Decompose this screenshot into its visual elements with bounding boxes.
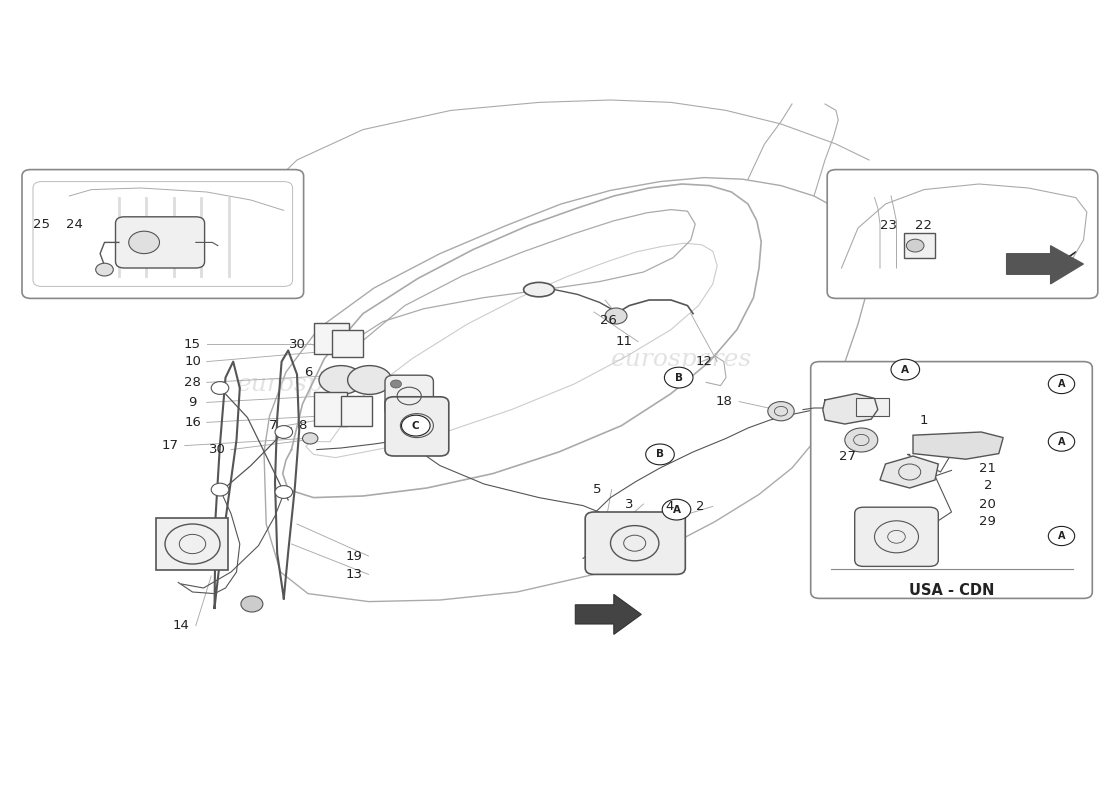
Text: eurospares: eurospares xyxy=(238,373,378,395)
Text: 23: 23 xyxy=(880,219,898,232)
Text: 20: 20 xyxy=(979,498,997,510)
Text: 12: 12 xyxy=(695,355,713,368)
Text: 28: 28 xyxy=(184,376,201,389)
Polygon shape xyxy=(1006,246,1084,284)
Ellipse shape xyxy=(319,366,363,394)
Text: A: A xyxy=(1058,531,1065,541)
Circle shape xyxy=(390,380,402,388)
Bar xyxy=(341,396,372,426)
Text: A: A xyxy=(901,365,910,374)
Text: 17: 17 xyxy=(162,439,179,452)
FancyBboxPatch shape xyxy=(585,512,685,574)
Text: 9: 9 xyxy=(188,396,197,409)
Bar xyxy=(332,330,363,357)
Text: 15: 15 xyxy=(184,338,201,350)
Text: 11: 11 xyxy=(615,335,632,348)
Text: 2: 2 xyxy=(696,500,705,513)
Text: A: A xyxy=(672,505,681,514)
Circle shape xyxy=(96,263,113,276)
FancyBboxPatch shape xyxy=(811,362,1092,598)
Text: A: A xyxy=(1058,379,1065,389)
Polygon shape xyxy=(880,456,938,488)
Text: 4: 4 xyxy=(666,500,674,513)
Ellipse shape xyxy=(524,282,554,297)
Polygon shape xyxy=(823,394,878,424)
Text: C: C xyxy=(412,421,419,430)
Circle shape xyxy=(302,433,318,444)
Text: 7: 7 xyxy=(268,419,277,432)
Circle shape xyxy=(906,239,924,252)
Circle shape xyxy=(129,231,160,254)
Circle shape xyxy=(386,377,406,391)
Circle shape xyxy=(1048,432,1075,451)
Bar xyxy=(156,518,228,570)
Text: B: B xyxy=(656,450,664,459)
Circle shape xyxy=(211,483,229,496)
Text: 21: 21 xyxy=(979,462,997,474)
Circle shape xyxy=(891,359,920,380)
Circle shape xyxy=(241,596,263,612)
Circle shape xyxy=(275,486,293,498)
Text: 27: 27 xyxy=(838,450,856,462)
Polygon shape xyxy=(575,594,641,634)
Text: 8: 8 xyxy=(298,419,307,432)
Text: A: A xyxy=(1058,437,1065,446)
Circle shape xyxy=(605,308,627,324)
Text: B: B xyxy=(674,373,683,382)
Text: 3: 3 xyxy=(625,498,634,510)
Text: 14: 14 xyxy=(173,619,190,632)
Text: 2: 2 xyxy=(983,479,992,492)
Text: 6: 6 xyxy=(304,366,312,378)
Circle shape xyxy=(646,444,674,465)
Circle shape xyxy=(1048,526,1075,546)
FancyBboxPatch shape xyxy=(827,170,1098,298)
Circle shape xyxy=(662,499,691,520)
FancyBboxPatch shape xyxy=(855,507,938,566)
Text: 25: 25 xyxy=(33,218,51,230)
Circle shape xyxy=(768,402,794,421)
Text: 19: 19 xyxy=(345,550,363,562)
Text: 26: 26 xyxy=(600,314,617,326)
FancyBboxPatch shape xyxy=(385,397,449,456)
Text: USA - CDN: USA - CDN xyxy=(909,583,994,598)
Text: 13: 13 xyxy=(345,568,363,581)
Circle shape xyxy=(1048,374,1075,394)
Bar xyxy=(904,233,935,258)
Text: 24: 24 xyxy=(66,218,84,230)
Circle shape xyxy=(402,415,430,436)
Text: 16: 16 xyxy=(184,416,201,429)
Circle shape xyxy=(211,382,229,394)
Text: 30: 30 xyxy=(209,443,227,456)
FancyBboxPatch shape xyxy=(22,170,304,298)
Text: eurospares: eurospares xyxy=(612,349,752,371)
Text: 1: 1 xyxy=(920,414,928,426)
Polygon shape xyxy=(913,432,1003,459)
FancyBboxPatch shape xyxy=(385,375,433,416)
Text: 30: 30 xyxy=(288,338,306,350)
FancyBboxPatch shape xyxy=(116,217,205,268)
Text: 29: 29 xyxy=(979,515,997,528)
Circle shape xyxy=(275,426,293,438)
Text: 5: 5 xyxy=(593,483,602,496)
Text: 10: 10 xyxy=(184,355,201,368)
Bar xyxy=(856,398,889,416)
Circle shape xyxy=(664,367,693,388)
Circle shape xyxy=(845,428,878,452)
Bar xyxy=(314,392,346,426)
Text: 18: 18 xyxy=(715,395,733,408)
Bar xyxy=(314,323,349,354)
Text: 22: 22 xyxy=(915,219,933,232)
Ellipse shape xyxy=(348,366,392,394)
